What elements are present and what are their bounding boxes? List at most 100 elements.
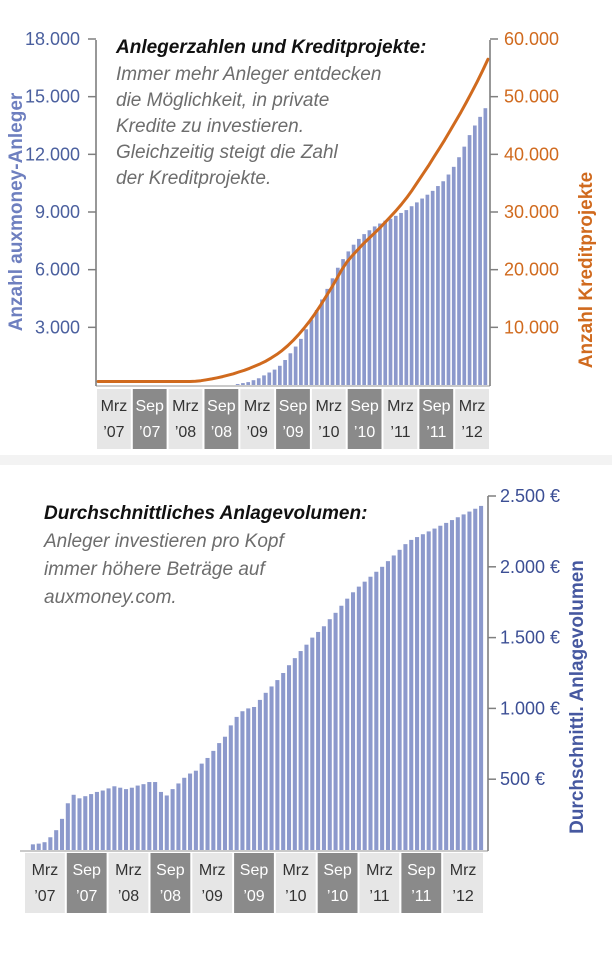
chart1-x-label-month: Mrz	[101, 398, 128, 415]
chart2-right-tick-label: 1.000 €	[500, 698, 560, 718]
chart2-subtitle-line-3: auxmoney.com.	[44, 587, 177, 608]
chart1-left-axis-label: Anzahl auxmoney-Anleger	[6, 92, 27, 331]
chart1-subtitle-line-2: die Möglichkeit, in private	[116, 90, 329, 111]
chart2-right-tick-label: 500 €	[500, 769, 545, 789]
chart1-left-tick-label: 6.000	[35, 260, 80, 280]
chart1-right-ticks: 10.000 20.000 30.000 40.000 50.000 60.000	[490, 29, 559, 337]
chart2-bar	[199, 763, 204, 850]
chart2-x-label-month: Sep	[323, 862, 352, 879]
chart1-right-tick-label: 60.000	[504, 29, 559, 49]
chart2-bar	[298, 651, 303, 850]
chart2-x-label-year: ’08	[160, 888, 181, 905]
chart2-bar	[380, 566, 385, 850]
chart2-bar	[391, 555, 396, 850]
chart1-bar	[320, 299, 324, 385]
chart2-x-label-year: ’11	[369, 888, 389, 905]
chart2-bar	[59, 818, 65, 850]
chart2-bar	[205, 757, 210, 850]
chart1-x-label-month: Mrz	[172, 398, 199, 415]
chart1-bar	[288, 353, 293, 385]
chart2-bar	[65, 803, 70, 850]
chart2-bar	[147, 782, 152, 850]
chart2-bar	[415, 537, 420, 850]
chart2-bar	[397, 549, 402, 850]
chart2-x-label-year: ’10	[327, 888, 348, 905]
chart2-bar	[89, 794, 94, 850]
chart2-bar	[409, 539, 414, 850]
chart2-x-label-box	[234, 853, 274, 913]
chart2-bar	[438, 525, 443, 850]
chart1-bar	[335, 267, 340, 385]
chart2-bar	[217, 743, 222, 850]
chart2-bar	[100, 790, 105, 850]
chart1-x-label-box	[204, 389, 239, 449]
chart1-bar	[246, 382, 251, 385]
chart1-x-label-month: Mrz	[315, 398, 342, 415]
chart2-right-ticks: 500 € 1.000 € 1.500 € 2.000 € 2.500 €	[488, 486, 560, 789]
chart1-x-label-box	[455, 389, 489, 449]
chart2-bar	[432, 528, 437, 850]
chart1-x-label-box	[240, 389, 275, 449]
chart1-x-label-year: ’11	[390, 424, 410, 441]
chart1-bar	[451, 166, 456, 385]
chart2-x-label-month: Sep	[407, 862, 436, 879]
chart2-bar	[292, 658, 297, 850]
chart2-bar	[351, 592, 356, 850]
chart2-bar	[124, 789, 129, 850]
chart1-bar	[457, 157, 461, 385]
chart2-bar	[263, 692, 268, 850]
chart2-bar	[158, 791, 163, 850]
chart2-x-label-box	[66, 853, 107, 913]
chart1-x-label-month: Sep	[279, 398, 308, 415]
chart1-bar	[383, 220, 388, 385]
chart2-x-label-year: ’09	[243, 888, 264, 905]
chart2-x-label-month: Sep	[156, 862, 185, 879]
chart1-subtitle-line-3: Kredite zu investieren.	[116, 116, 304, 137]
chart2-bar	[281, 673, 286, 850]
chart1-bar	[388, 218, 393, 385]
chart1-right-tick-label: 20.000	[504, 260, 559, 280]
chart2: 500 € 1.000 € 1.500 € 2.000 € 2.500 € Mrz ’07…	[20, 486, 588, 913]
chart1-bar	[346, 251, 351, 385]
chart1-bar	[372, 226, 377, 385]
chart2-bar	[467, 511, 472, 850]
chart2-bar	[275, 680, 280, 850]
chart2-x-label-box	[317, 853, 358, 913]
chart2-bar	[182, 777, 187, 850]
chart1-x-label-month: Sep	[207, 398, 236, 415]
chart2-right-axis-label: Durchschnittl. Anlagevolumen	[567, 560, 588, 834]
chart2-right-tick-label: 1.500 €	[500, 628, 560, 648]
chart2-x-label-year: ’07	[76, 888, 97, 905]
chart1-x-label-month: Sep	[350, 398, 379, 415]
chart2-x-label-year: ’08	[118, 888, 139, 905]
chart2-x-label-year: ’12	[452, 888, 473, 905]
chart1-kreditprojekte-line	[96, 57, 490, 383]
chart2-x-label-year: ’10	[285, 888, 306, 905]
chart1-bar	[262, 375, 266, 385]
chart2-bar	[83, 796, 88, 850]
chart2-bar	[449, 520, 455, 850]
chart1-bar	[293, 346, 298, 385]
chart1-subtitle-line-1: Immer mehr Anleger entdecken	[116, 64, 381, 85]
chart1-bar	[467, 135, 472, 385]
chart1-left-ticks: 3.000 6.000 9.000 12.000 15.000 18.000	[25, 29, 96, 337]
chart2-bar	[345, 598, 350, 850]
chart1-x-label-box	[132, 389, 167, 449]
chart2-bar	[321, 626, 326, 850]
chart2-bar	[36, 843, 41, 850]
chart2-subtitle-line-1: Anleger investieren pro Kopf	[43, 531, 285, 552]
chart1-x-label-year: ’10	[354, 424, 375, 441]
section-divider	[0, 455, 612, 465]
chart1-bar	[362, 234, 366, 385]
chart2-x-label-year: ’09	[202, 888, 223, 905]
chart2-subtitle-line-2: immer höhere Beträge auf	[44, 559, 266, 580]
chart2-bar	[455, 517, 460, 850]
chart1-bar	[283, 360, 287, 385]
chart2-x-label-box	[150, 853, 191, 913]
chart1-bar	[299, 338, 303, 385]
chart1-bar	[420, 198, 424, 385]
chart2-bar	[420, 534, 425, 850]
chart2-bar	[316, 631, 321, 850]
chart2-bar	[188, 773, 193, 850]
chart1-x-label-box	[97, 389, 131, 449]
